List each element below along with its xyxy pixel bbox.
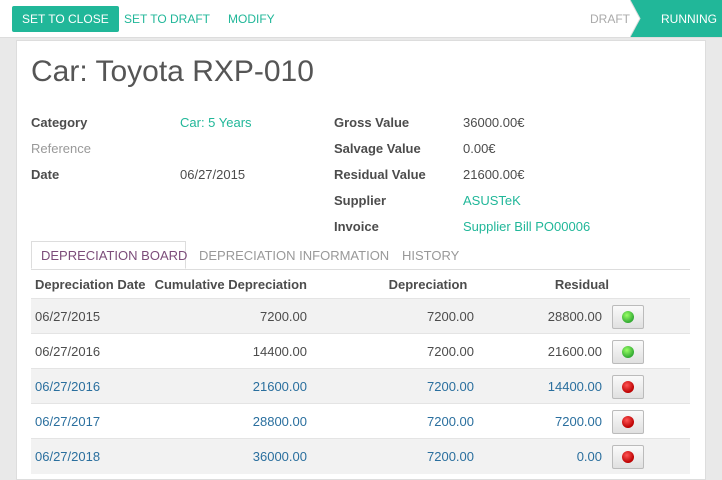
cell-cumulative: 7200.00: [260, 309, 307, 324]
tab[interactable]: HISTORY: [402, 248, 460, 263]
column-header: Residual: [554, 277, 609, 292]
post-button[interactable]: [612, 375, 644, 399]
state-arrow: [630, 0, 722, 37]
status-icon: [622, 381, 634, 393]
cell-depreciation: 7200.00: [427, 379, 474, 394]
cell-residual: 14400.00: [547, 379, 602, 394]
field-value: 21600.00€: [463, 167, 525, 182]
field-label: Reference: [31, 141, 91, 156]
cell-depreciation: 7200.00: [427, 309, 474, 324]
cell-date: 06/27/2016: [35, 344, 101, 359]
table-row: 06/27/2016 14400.00 7200.00 21600.00: [31, 333, 690, 369]
state-running: RUNNING: [661, 12, 717, 26]
set-to-draft-button[interactable]: SET TO DRAFT: [124, 12, 211, 26]
status-icon: [622, 416, 634, 428]
field-label: Residual Value: [334, 167, 426, 182]
column-header: Cumulative Depreciation: [154, 277, 307, 292]
cell-residual: 28800.00: [547, 309, 602, 324]
cell-residual: 7200.00: [555, 414, 602, 429]
column-header: Depreciation: [388, 277, 468, 292]
tab[interactable]: DEPRECIATION INFORMATION: [199, 248, 390, 263]
cell-date: 06/27/2016: [35, 379, 101, 394]
table-row[interactable]: 06/27/2018 36000.00 7200.00 0.00: [31, 438, 690, 474]
cell-date: 06/27/2015: [35, 309, 101, 324]
toolbar: SET TO CLOSE SET TO DRAFT MODIFY DEPRECI…: [0, 0, 722, 38]
post-button[interactable]: [612, 445, 644, 469]
table-row[interactable]: 06/27/2017 28800.00 7200.00 7200.00: [31, 403, 690, 439]
column-header: Depreciation Date: [35, 277, 146, 292]
post-button[interactable]: [612, 340, 644, 364]
cell-cumulative: 36000.00: [252, 449, 307, 464]
field-label: Date: [31, 167, 60, 182]
field-label: Category: [31, 115, 88, 130]
state-draft: DRAFT: [590, 12, 630, 26]
field-label: Invoice: [334, 219, 379, 234]
status-icon: [622, 346, 634, 358]
cell-date: 06/27/2017: [35, 414, 101, 429]
cell-depreciation: 7200.00: [427, 449, 474, 464]
cell-residual: 0.00: [576, 449, 602, 464]
field-value: 06/27/2015: [180, 167, 246, 182]
field-value: 36000.00€: [463, 115, 525, 130]
cell-depreciation: 7200.00: [427, 344, 474, 359]
cell-residual: 21600.00: [547, 344, 602, 359]
post-button[interactable]: [612, 410, 644, 434]
cell-depreciation: 7200.00: [427, 414, 474, 429]
set-to-close-button[interactable]: SET TO CLOSE: [12, 6, 119, 32]
status-icon: [622, 311, 634, 323]
field-value[interactable]: Supplier Bill PO00006: [463, 219, 591, 234]
state-sep: [630, 0, 641, 37]
tab-line: [31, 269, 690, 270]
field-value[interactable]: Car: 5 Years: [180, 115, 252, 130]
state-bg: [630, 0, 722, 37]
field-value[interactable]: ASUSTeK: [463, 193, 521, 208]
field-label: Gross Value: [334, 115, 410, 130]
cell-date: 06/27/2018: [35, 449, 101, 464]
cell-cumulative: 28800.00: [252, 414, 307, 429]
field-value: 0.00€: [463, 141, 496, 156]
table-row: 06/27/2015 7200.00 7200.00 28800.00: [31, 298, 690, 334]
table-row[interactable]: 06/27/2016 21600.00 7200.00 14400.00: [31, 368, 690, 404]
tab[interactable]: DEPRECIATION BOARD: [41, 248, 188, 263]
form-title: Car: Toyota RXP-010: [31, 55, 314, 88]
cell-cumulative: 14400.00: [252, 344, 307, 359]
active-tab[interactable]: [31, 241, 186, 269]
post-button[interactable]: [612, 305, 644, 329]
cell-cumulative: 21600.00: [252, 379, 307, 394]
clip: MODIFY DEPRECIATION: [218, 0, 334, 37]
modify-depreciation-button[interactable]: MODIFY DEPRECIATION: [228, 12, 275, 26]
field-label: Supplier: [334, 193, 387, 208]
field-label: Salvage Value: [334, 141, 421, 156]
status-icon: [622, 451, 634, 463]
